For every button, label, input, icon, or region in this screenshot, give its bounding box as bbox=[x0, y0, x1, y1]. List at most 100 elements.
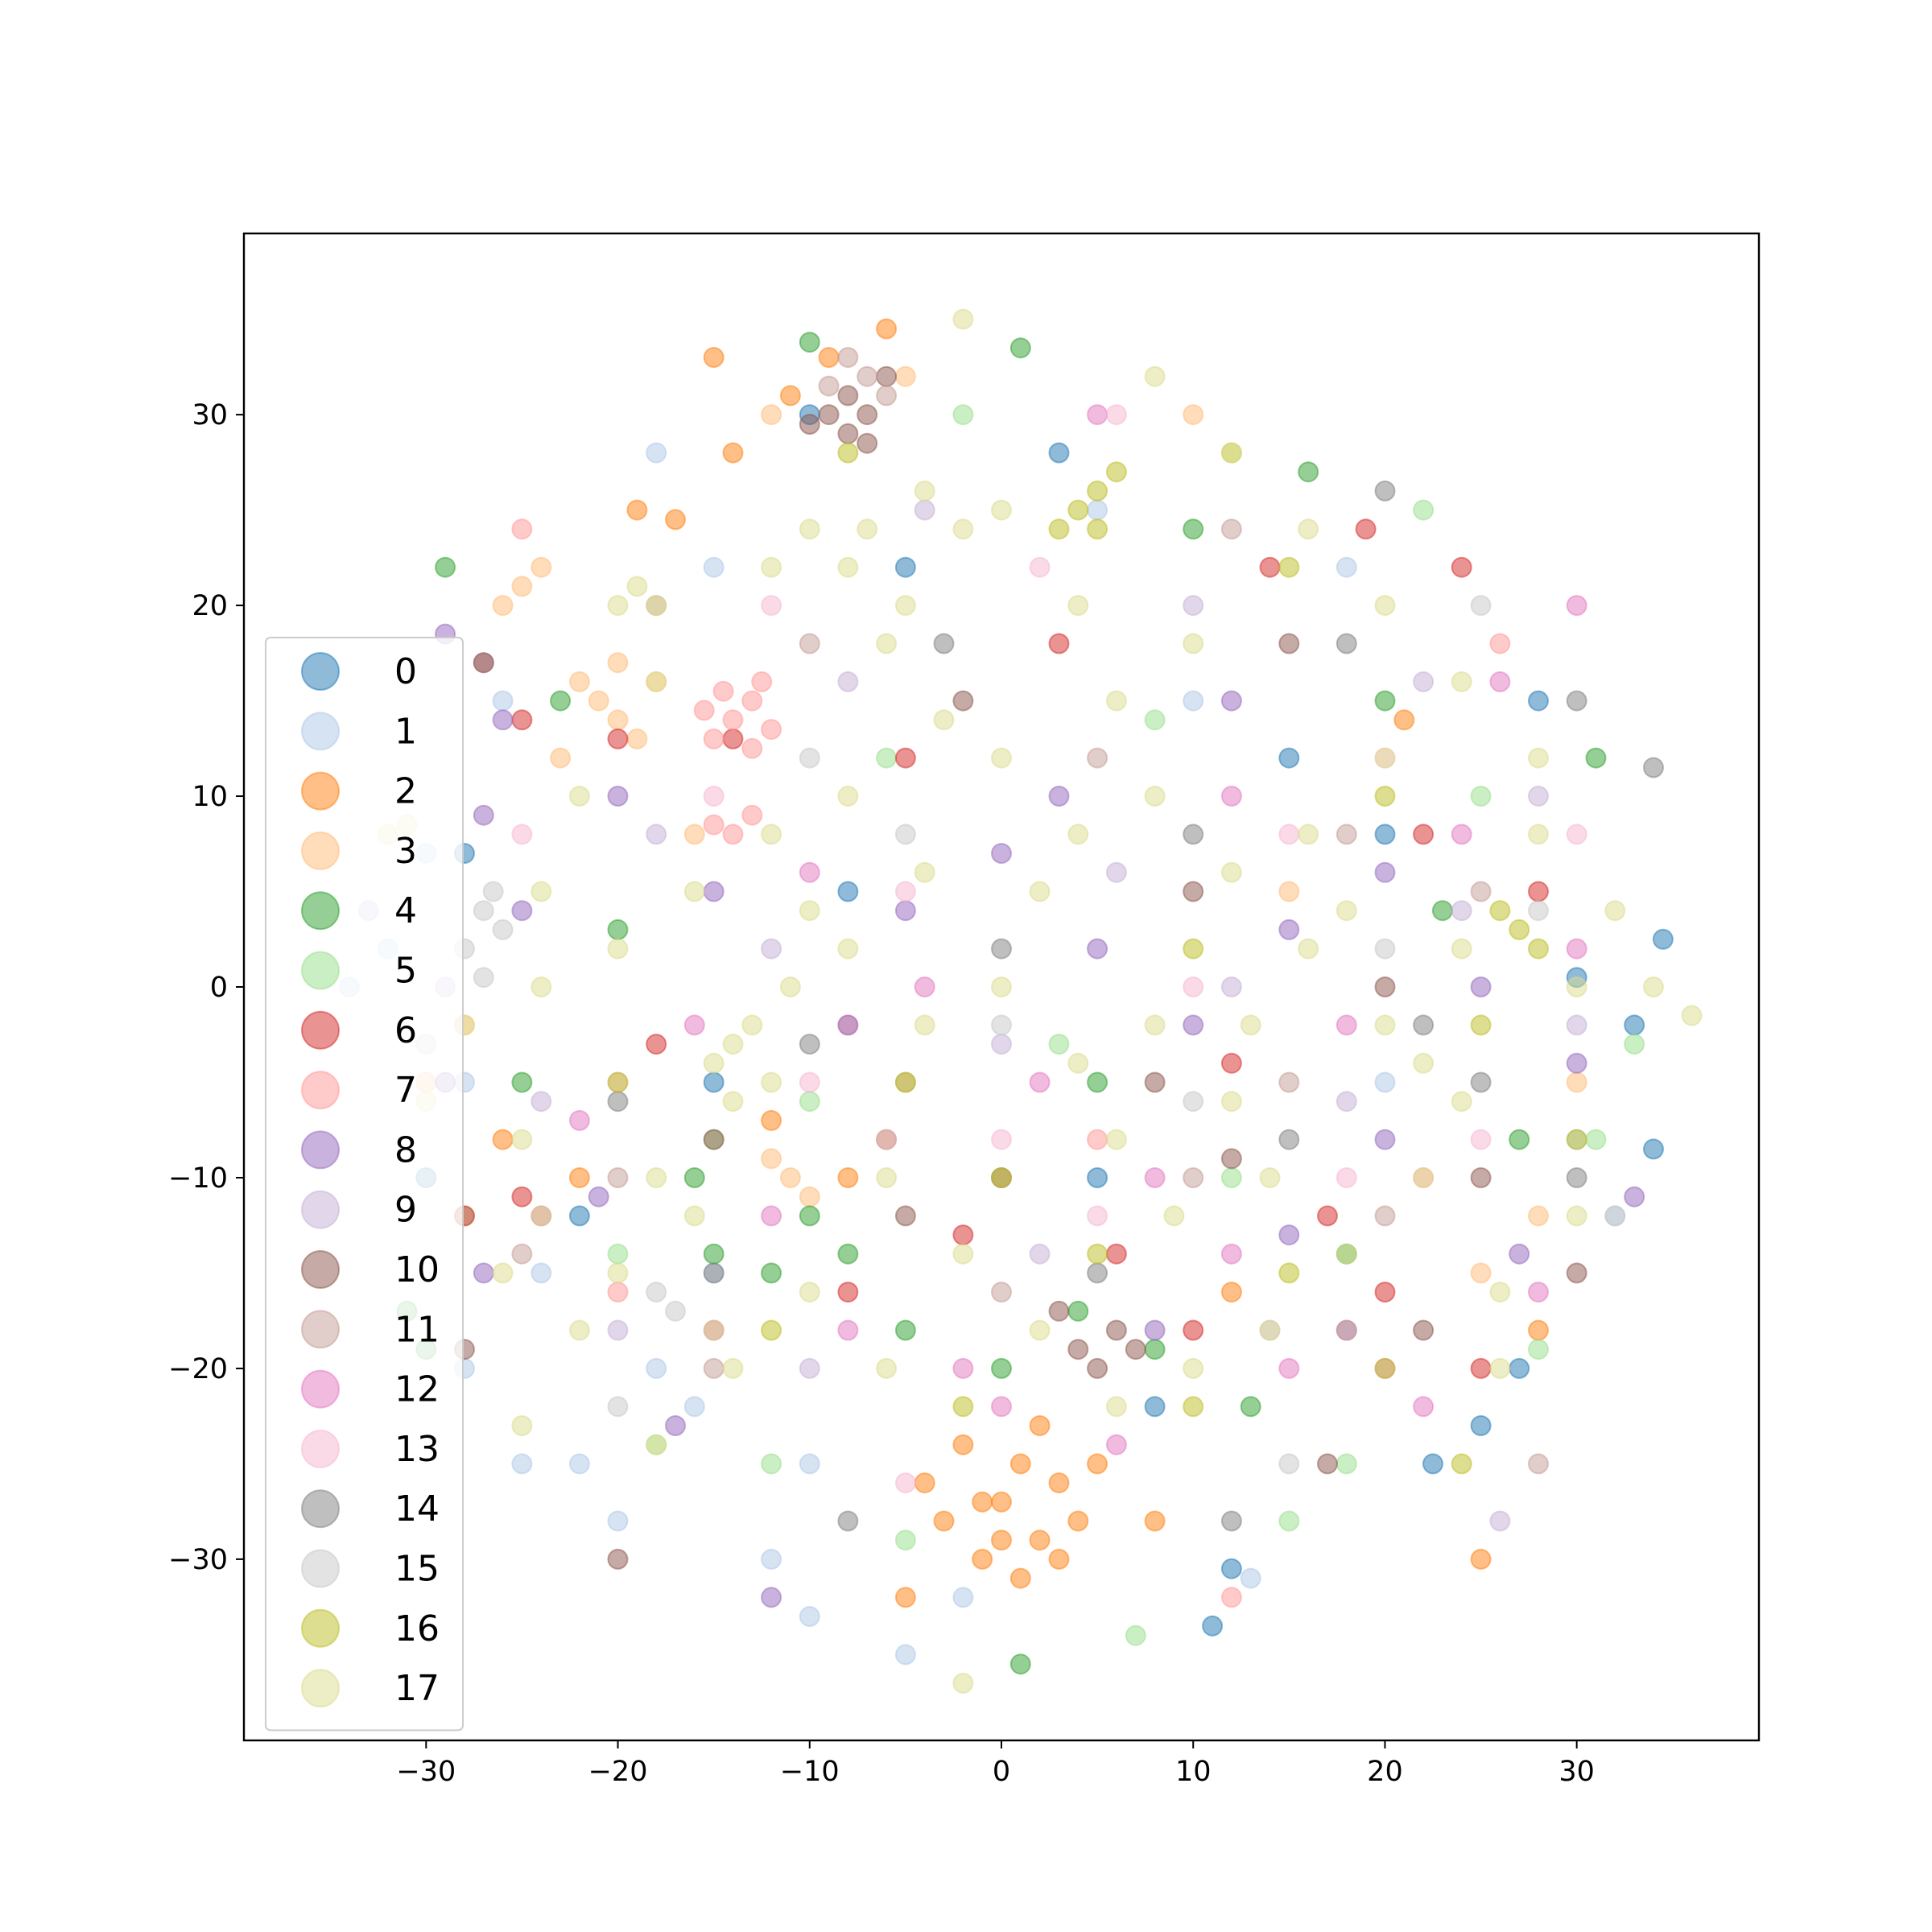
data-point bbox=[894, 900, 916, 922]
data-point bbox=[1374, 595, 1396, 617]
data-point bbox=[751, 671, 773, 692]
data-point bbox=[894, 881, 916, 902]
data-point bbox=[568, 1205, 590, 1227]
data-point bbox=[837, 671, 859, 692]
data-point bbox=[588, 690, 609, 712]
data-point bbox=[1566, 1129, 1587, 1150]
data-point bbox=[952, 518, 974, 540]
data-point bbox=[703, 1129, 724, 1150]
data-point bbox=[761, 938, 782, 960]
data-point bbox=[1259, 1319, 1281, 1341]
data-point bbox=[1220, 1052, 1242, 1074]
data-point bbox=[492, 709, 514, 731]
data-point bbox=[991, 747, 1012, 769]
data-point bbox=[894, 1319, 916, 1341]
data-point bbox=[1087, 938, 1108, 960]
data-point bbox=[607, 652, 629, 674]
data-point bbox=[1087, 1453, 1108, 1475]
series-9 bbox=[357, 499, 1587, 1532]
data-point bbox=[683, 881, 705, 902]
data-point bbox=[1183, 633, 1204, 654]
data-point bbox=[646, 442, 667, 464]
data-point bbox=[1470, 881, 1492, 902]
data-point bbox=[837, 881, 859, 902]
data-point bbox=[991, 1014, 1012, 1036]
data-point bbox=[894, 747, 916, 769]
data-point bbox=[991, 1167, 1012, 1188]
data-point bbox=[799, 1205, 820, 1227]
data-point bbox=[1183, 824, 1204, 845]
series-7 bbox=[511, 518, 1511, 1608]
data-point bbox=[1451, 1453, 1472, 1475]
data-point bbox=[1470, 1357, 1492, 1379]
data-point bbox=[1374, 1357, 1396, 1379]
data-point bbox=[1220, 690, 1242, 712]
data-point bbox=[1335, 1014, 1357, 1036]
data-point bbox=[703, 1243, 724, 1265]
data-point bbox=[818, 404, 840, 426]
data-point bbox=[857, 432, 878, 454]
data-point bbox=[1259, 556, 1281, 578]
data-point bbox=[1528, 824, 1549, 845]
data-point bbox=[1374, 938, 1396, 960]
data-point bbox=[837, 938, 859, 960]
legend-marker bbox=[301, 1310, 340, 1349]
data-point bbox=[1317, 1453, 1338, 1475]
data-point bbox=[607, 1262, 629, 1284]
data-point bbox=[1220, 1091, 1242, 1113]
data-point bbox=[1470, 1262, 1492, 1284]
data-point bbox=[646, 595, 667, 617]
series-2 bbox=[492, 318, 1549, 1608]
data-point bbox=[607, 1091, 629, 1113]
legend-label: 11 bbox=[394, 1309, 440, 1350]
data-point bbox=[646, 1282, 667, 1303]
data-point bbox=[1183, 976, 1204, 997]
legend-marker bbox=[301, 831, 340, 870]
data-point bbox=[665, 1300, 686, 1322]
legend-marker bbox=[301, 1489, 340, 1529]
data-point bbox=[1259, 1167, 1281, 1188]
data-point bbox=[530, 976, 552, 997]
data-point bbox=[1067, 595, 1089, 617]
data-point bbox=[894, 1472, 916, 1494]
data-point bbox=[1335, 1453, 1357, 1475]
data-point bbox=[1105, 1434, 1127, 1455]
y-tick-label: 20 bbox=[192, 590, 228, 622]
data-point bbox=[1105, 404, 1127, 426]
data-point bbox=[1105, 1129, 1127, 1150]
legend-label: 14 bbox=[394, 1488, 440, 1530]
data-point bbox=[703, 728, 724, 749]
data-point bbox=[703, 1071, 724, 1093]
data-point bbox=[952, 404, 974, 426]
data-point bbox=[894, 824, 916, 845]
data-point bbox=[1105, 690, 1127, 712]
data-point bbox=[837, 442, 859, 464]
data-point bbox=[876, 1129, 898, 1150]
data-point bbox=[511, 1453, 533, 1475]
data-point bbox=[665, 1415, 686, 1436]
data-point bbox=[1624, 1014, 1645, 1036]
data-point bbox=[683, 1205, 705, 1227]
legend-label: 7 bbox=[394, 1070, 417, 1111]
data-point bbox=[492, 919, 514, 940]
data-point bbox=[1240, 1567, 1261, 1589]
data-point bbox=[991, 938, 1012, 960]
legend-marker bbox=[301, 1369, 340, 1409]
data-point bbox=[914, 480, 935, 502]
data-point bbox=[1413, 1396, 1435, 1418]
data-point bbox=[1278, 1357, 1300, 1379]
data-point bbox=[626, 728, 648, 749]
data-point bbox=[646, 1034, 667, 1055]
data-point bbox=[1144, 709, 1166, 731]
data-point bbox=[1278, 1129, 1300, 1150]
data-point bbox=[761, 824, 782, 845]
data-point bbox=[799, 747, 820, 769]
data-point bbox=[1489, 671, 1511, 692]
data-point bbox=[1509, 1357, 1530, 1379]
data-point bbox=[1374, 747, 1396, 769]
data-point bbox=[914, 1472, 935, 1494]
data-point bbox=[607, 709, 629, 731]
data-point bbox=[1298, 461, 1319, 483]
data-point bbox=[665, 509, 686, 530]
